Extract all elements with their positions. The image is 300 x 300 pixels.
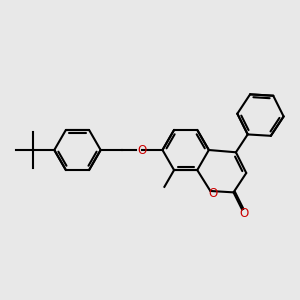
Text: O: O	[208, 187, 218, 200]
Text: O: O	[138, 143, 147, 157]
Text: O: O	[240, 207, 249, 220]
